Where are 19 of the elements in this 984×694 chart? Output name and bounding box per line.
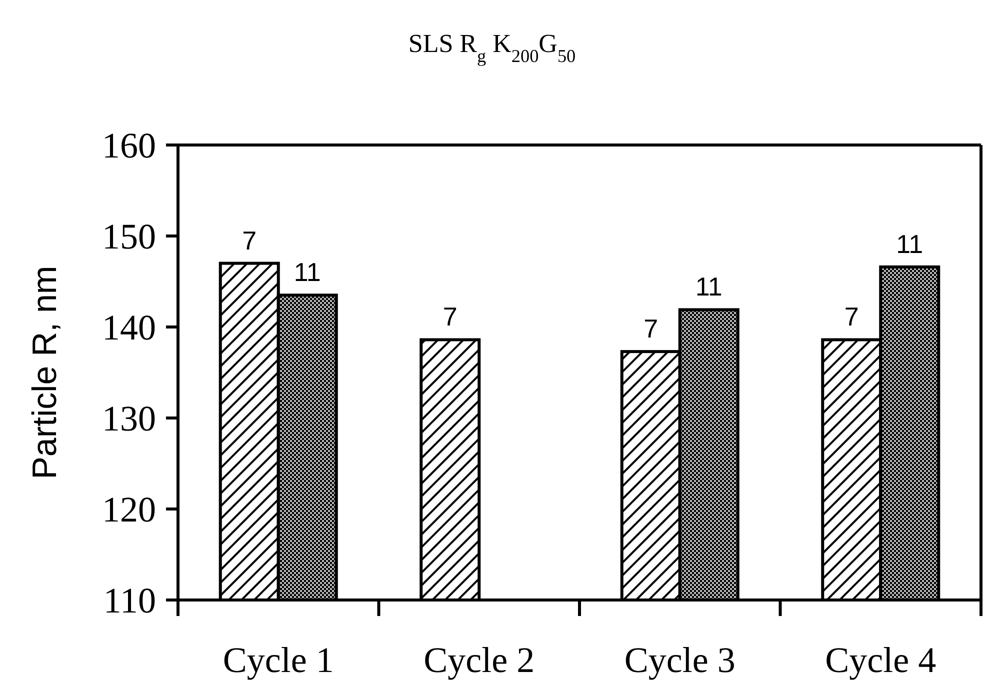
chart-title: SLS R$_{g}$ K$_{200}$G$_{50}$ <box>408 29 576 66</box>
y-tick-label: 130 <box>102 398 156 439</box>
y-tick-label: 110 <box>103 580 156 621</box>
text: 11 <box>695 272 722 302</box>
x-tick-label: Cycle 3 <box>624 640 736 680</box>
series-label: 11 <box>294 257 321 288</box>
text: 7 <box>844 302 859 332</box>
x-tick-label: Cycle 4 <box>825 640 936 680</box>
y-tick-label: 160 <box>102 126 156 166</box>
x-tick-label: Cycle 1 <box>222 640 334 680</box>
text: 7 <box>644 314 658 344</box>
y-tick-label: 140 <box>102 308 156 348</box>
y-tick-label: 150 <box>102 216 156 257</box>
x-tick-label: Cycle 2 <box>424 640 535 680</box>
y-tick-label: 120 <box>102 490 156 530</box>
text: 11 <box>896 228 924 259</box>
y-axis-title: Particle R, nm <box>26 266 64 480</box>
series-label: 7 <box>242 225 257 256</box>
text: 7 <box>442 302 458 332</box>
